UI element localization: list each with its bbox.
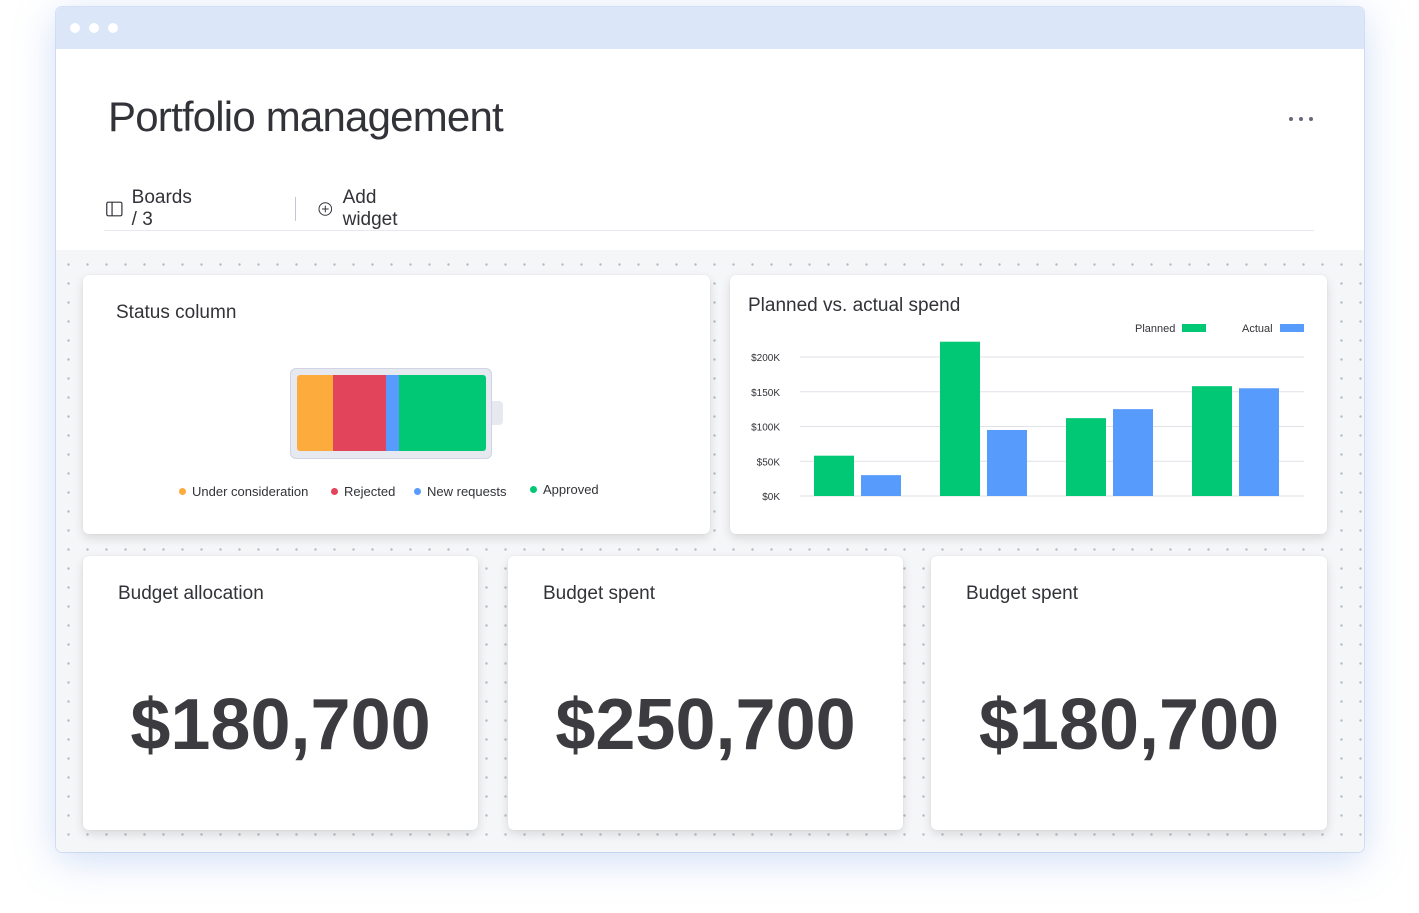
bar-actual[interactable]: [1239, 388, 1279, 496]
legend-item-approved: Approved: [530, 481, 599, 497]
more-horizontal-icon: [1299, 117, 1303, 121]
number-widget[interactable]: Budget spent $250,700: [508, 556, 903, 830]
battery-segment: [399, 375, 486, 451]
budget-value: $180,700: [130, 685, 431, 765]
battery-segment: [332, 375, 386, 451]
legend-dot: [414, 487, 421, 495]
dashboard-canvas: Status column Under consideration Reject…: [56, 250, 1364, 852]
bar-planned[interactable]: [1192, 386, 1232, 496]
legend-label: Under consideration: [192, 483, 309, 499]
bar-actual[interactable]: [1113, 409, 1153, 496]
add-widget-label: Add widget: [342, 187, 398, 230]
more-options-button[interactable]: [1286, 107, 1316, 131]
y-tick-label: $50K: [757, 457, 781, 468]
battery-chart: [290, 368, 503, 459]
battery-cap: [492, 401, 503, 425]
budget-value: $180,700: [978, 685, 1280, 765]
boards-label: Boards / 3: [131, 187, 192, 230]
bar-actual[interactable]: [987, 429, 1027, 496]
window-control-dot[interactable]: [70, 23, 80, 33]
window-control-dot[interactable]: [89, 23, 99, 33]
widget-title: Status column: [116, 302, 237, 323]
y-tick-label: $100K: [751, 423, 780, 434]
window-control-dot[interactable]: [108, 23, 118, 33]
more-horizontal-icon: [1289, 117, 1293, 121]
legend-label: New requests: [427, 483, 507, 499]
legend-dot: [331, 487, 338, 495]
legend-label: Approved: [543, 481, 599, 497]
status-column-widget[interactable]: Status column Under consideration Reject…: [83, 275, 710, 534]
window-titlebar: [56, 7, 1364, 49]
toolbar-divider: [295, 197, 296, 221]
legend-item-rejected: Rejected: [331, 483, 395, 499]
widget-title: Planned vs. actual spend: [748, 295, 961, 316]
battery-segment: [385, 375, 400, 451]
bar-planned[interactable]: [940, 341, 980, 496]
y-tick-label: $150K: [751, 388, 780, 399]
app-window: Portfolio management Boards / 3 Add widg…: [56, 7, 1364, 852]
battery-segment: [297, 375, 333, 451]
budget-value: $250,700: [555, 685, 856, 765]
boards-button[interactable]: Boards / 3: [106, 187, 197, 230]
legend-dot: [530, 485, 537, 493]
battery-fill: [297, 375, 486, 451]
bar-actual[interactable]: [861, 475, 901, 496]
legend-dot: [179, 487, 186, 495]
legend-swatch: [1280, 324, 1304, 332]
spend-bar-chart: $200K $150K $100K $50K $0K Planned Actual: [751, 323, 1304, 503]
number-widget[interactable]: Budget allocation $180,700: [83, 556, 478, 830]
toolbar-divider-line: [104, 230, 1314, 231]
number-widget[interactable]: Budget spent $180,700: [931, 556, 1327, 830]
widget-title: Budget spent: [543, 583, 655, 604]
legend-label: Planned: [1135, 323, 1175, 335]
legend-item-under-consideration: Under consideration: [179, 483, 308, 499]
y-tick-label: $200K: [751, 353, 780, 364]
bar-planned[interactable]: [1066, 418, 1106, 496]
page-title: Portfolio management: [108, 93, 504, 140]
planned-vs-actual-widget[interactable]: Planned vs. actual spend $200K $150K $100K…: [730, 275, 1327, 534]
legend-item-new-requests: New requests: [414, 483, 506, 499]
more-horizontal-icon: [1309, 117, 1313, 121]
add-widget-button[interactable]: Add widget: [318, 187, 405, 230]
y-tick-label: $0K: [762, 492, 780, 503]
bar-planned[interactable]: [814, 455, 854, 496]
add-circle-icon: [318, 202, 333, 216]
legend-label: Rejected: [344, 483, 396, 499]
board-layout-icon: [106, 201, 123, 217]
legend-label: Actual: [1242, 323, 1273, 335]
widget-title: Budget spent: [966, 583, 1078, 604]
widget-title: Budget allocation: [118, 583, 264, 604]
legend-swatch: [1182, 324, 1206, 332]
